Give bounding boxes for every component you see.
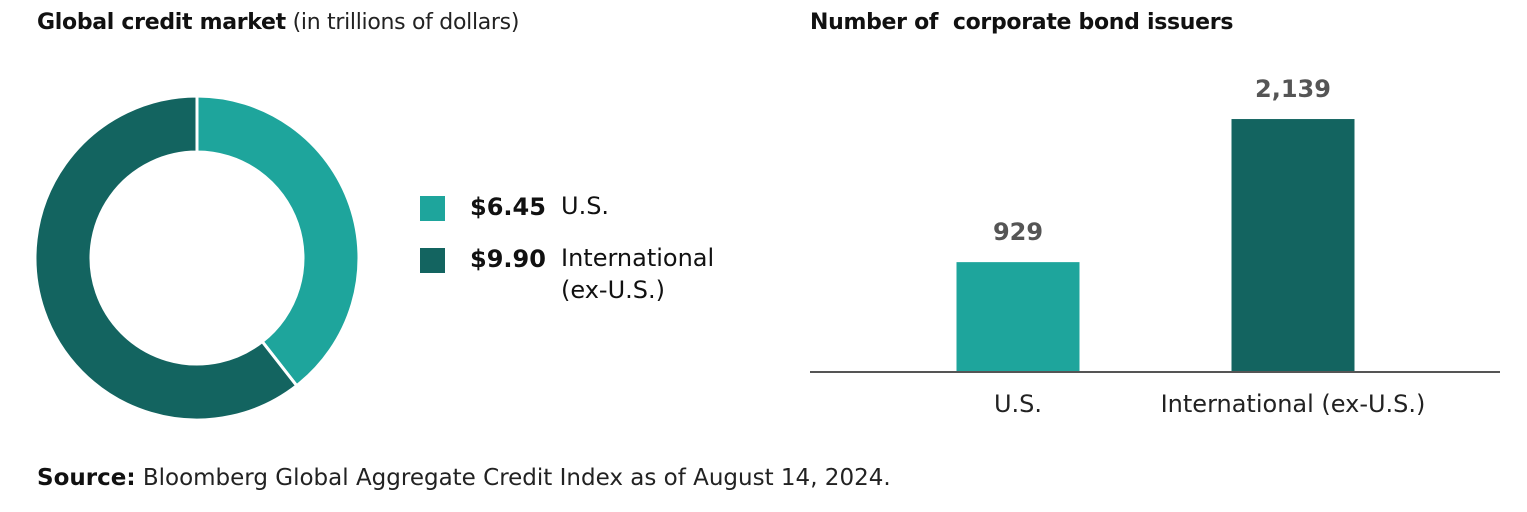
legend-label-us: U.S. xyxy=(561,192,610,220)
bar-value-label-us: 929 xyxy=(992,218,1044,247)
legend-label-international: International (ex-U.S.) xyxy=(561,242,714,306)
donut-chart-title: Global credit market (in trillions of do… xyxy=(37,10,519,35)
bar-value-label-international: 2,139 xyxy=(1255,75,1331,104)
donut-slice-international xyxy=(33,94,299,422)
legend-swatch-us xyxy=(420,196,445,221)
bar-international xyxy=(1231,119,1355,372)
legend-swatch-international xyxy=(420,248,445,273)
donut-slice-us xyxy=(195,94,361,388)
donut-title-bold: Global credit market xyxy=(37,10,286,35)
bar-us xyxy=(956,262,1080,372)
source-label: Source: xyxy=(37,465,136,491)
legend-label-international-line2: (ex-U.S.) xyxy=(561,276,665,304)
x-tick-label-international: International (ex-U.S.) xyxy=(1160,390,1426,418)
source-text: Bloomberg Global Aggregate Credit Index … xyxy=(142,465,891,491)
legend-label-international-line1: International xyxy=(561,244,715,272)
legend-value-international: $9.90 xyxy=(470,245,546,273)
legend-value-us: $6.45 xyxy=(470,193,546,221)
bar-chart-title: Number of corporate bond issuers xyxy=(810,10,1233,35)
bar-title-text: Number of corporate bond issuers xyxy=(810,10,1234,35)
donut-title-subtitle: (in trillions of dollars) xyxy=(292,10,520,35)
source-note: Source: Bloomberg Global Aggregate Credi… xyxy=(37,465,891,491)
x-tick-label-us: U.S. xyxy=(993,390,1043,418)
